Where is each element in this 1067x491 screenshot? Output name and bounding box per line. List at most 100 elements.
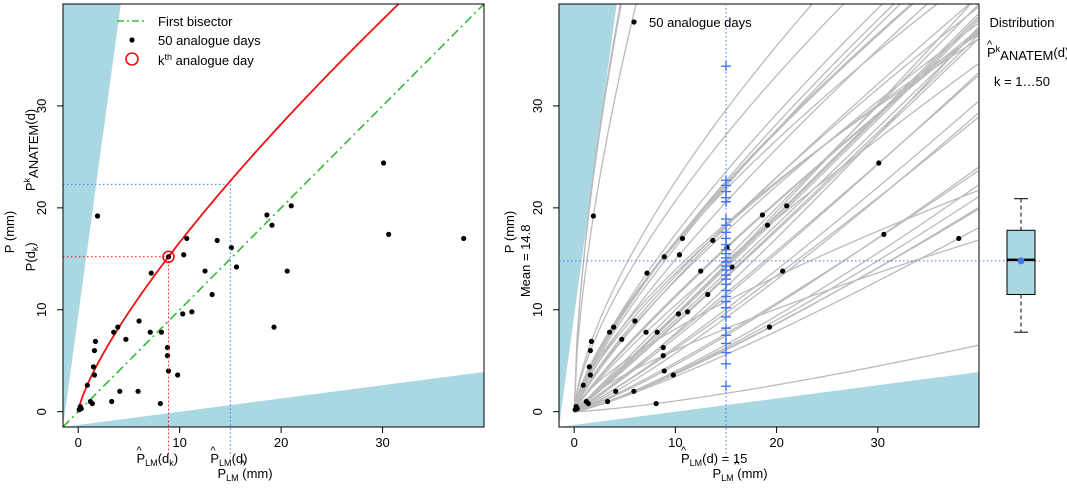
plot-area — [559, 4, 979, 427]
legend-dot-swatch — [129, 37, 135, 43]
y-label-red: P(dk) — [23, 242, 40, 271]
boxplot-mean-dot — [1017, 257, 1025, 265]
anatem-curve-grey — [574, 170, 979, 413]
analogue-day-dot — [580, 382, 586, 388]
anatem-curve-grey — [573, 4, 979, 413]
first-bisector-line — [63, 4, 484, 427]
analogue-day-dot — [264, 212, 270, 218]
analogue-day-dot — [123, 336, 129, 342]
y-tick-label: 20 — [34, 201, 49, 215]
analogue-day-dot — [165, 368, 172, 374]
anatem-value-plus — [720, 311, 731, 322]
analogue-day-dot — [729, 264, 735, 270]
anatem-curve-grey — [574, 167, 979, 413]
analogue-day-dot — [94, 213, 101, 219]
analogue-day-dot — [92, 338, 99, 344]
analogue-day-dot — [109, 398, 115, 405]
anatem-curve-grey — [574, 184, 979, 413]
y-axis-label: P (mm) — [502, 211, 517, 253]
analogue-day-dot — [643, 329, 649, 335]
x-axis-label: PLM (mm) — [217, 466, 272, 483]
anatem-curve-grey — [573, 4, 902, 412]
x-label-red: PLM(dk) — [137, 451, 179, 468]
analogue-day-dot — [135, 388, 141, 394]
y-tick-label: 0 — [34, 408, 49, 415]
analogue-day-dot — [670, 372, 676, 378]
x-axis-hat: ^ — [240, 459, 246, 471]
plot-area — [63, 4, 484, 427]
analogue-day-dot — [84, 382, 90, 388]
analogue-day-dot — [766, 324, 773, 330]
y-tick-label: 10 — [34, 303, 49, 317]
analogue-day-dot — [588, 338, 594, 344]
cone-upper-left — [63, 4, 121, 427]
x-tick-label: 0 — [571, 435, 578, 450]
anatem-curve-grey — [573, 4, 928, 412]
analogue-day-dot — [780, 268, 786, 274]
analogue-day-dot — [632, 318, 638, 324]
analogue-day-dot — [111, 329, 117, 335]
x-label-blue: PLM(d) — [210, 451, 247, 468]
analogue-day-dot — [228, 245, 234, 251]
anatem-curve-grey — [573, 75, 979, 413]
analogue-day-dot — [271, 324, 277, 330]
anatem-curve-grey — [573, 38, 979, 413]
y-label-blue: PkANATEM(d) — [22, 109, 41, 191]
analogue-day-dot — [91, 372, 98, 378]
y-label-mean: Mean = 14.8 — [518, 225, 533, 298]
analogue-day-dot — [705, 291, 711, 298]
x-axis-hat: ^ — [734, 459, 740, 471]
x-label-blue-hat: ^ — [210, 445, 216, 457]
axes-box — [558, 3, 980, 428]
analogue-day-dot — [202, 268, 208, 274]
analogue-day-dot — [164, 344, 171, 351]
y-tick-label: 30 — [530, 99, 545, 113]
legend-dot-swatch — [631, 19, 637, 25]
x-tick-label: 20 — [274, 435, 288, 450]
analogue-day-dot — [698, 268, 704, 274]
x-tick-label: 0 — [75, 435, 82, 450]
anatem-curve-grey — [574, 227, 979, 413]
analogue-day-dot — [209, 291, 215, 298]
legend-dots-label: 50 analogue days — [649, 15, 752, 30]
analogue-day-dot — [881, 231, 887, 237]
legend-kth-label: kth analogue day — [158, 52, 254, 68]
x-axis-label: PLM (mm) — [712, 466, 767, 483]
anatem-value-plus — [720, 358, 731, 369]
anatem-curve-grey — [573, 29, 979, 413]
analogue-day-dot — [653, 400, 659, 407]
anatem-value-plus — [720, 61, 731, 72]
anatem-value-plus — [720, 175, 731, 186]
analogue-day-dot — [78, 406, 84, 412]
anatem-value-plus — [720, 381, 731, 392]
analogue-day-dot — [607, 329, 613, 335]
y-tick-label: 10 — [530, 303, 545, 317]
analogue-day-dot — [956, 235, 962, 242]
analogue-day-dot — [586, 364, 592, 370]
analogue-day-dot — [180, 311, 186, 317]
x-tick-label: 30 — [375, 435, 389, 450]
anatem-curve-grey — [573, 29, 979, 413]
legend-circle-swatch — [125, 52, 139, 66]
analogue-day-dot — [764, 222, 771, 228]
analogue-day-dot — [876, 160, 882, 166]
analogue-day-dot — [684, 309, 691, 315]
analogue-day-dot — [115, 324, 121, 330]
analogue-day-dot — [660, 353, 666, 359]
anatem-curve-grey — [573, 101, 979, 413]
anatem-curve-grey — [574, 344, 979, 413]
boxplot-k-range: k = 1…50 — [994, 74, 1050, 89]
analogue-day-dot — [184, 235, 190, 242]
anatem-value-plus — [720, 323, 731, 334]
analogue-day-dot — [675, 311, 682, 317]
analogue-day-dot — [157, 400, 163, 407]
analogue-day-dot — [661, 254, 667, 260]
x-label-blue: PLM(d) = 15 — [681, 451, 747, 468]
x-label-red-hat: ^ — [137, 445, 143, 457]
y-tick-label: 0 — [530, 408, 545, 415]
analogue-day-dot — [587, 347, 593, 354]
analogue-day-dot — [386, 231, 392, 237]
anatem-curve-grey — [573, 117, 979, 413]
anatem-curve-grey — [573, 16, 979, 413]
